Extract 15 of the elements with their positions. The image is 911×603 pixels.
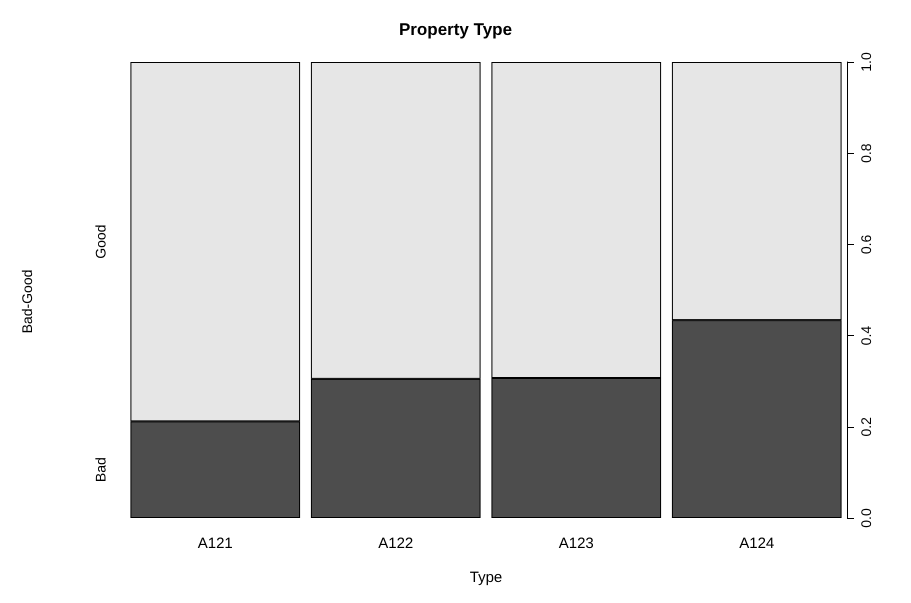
- y-tick-label: 0.0: [858, 508, 874, 528]
- y-tick-label: 0.2: [858, 416, 874, 437]
- y-tick-label: 0.8: [858, 143, 874, 163]
- text: Bad: [92, 457, 108, 482]
- text: Good: [92, 224, 108, 259]
- x-axis-title: Type: [470, 569, 502, 586]
- x-tick-label: A122: [378, 535, 414, 552]
- x-tick-label: A124: [739, 535, 774, 552]
- text: Bad-Good: [19, 270, 35, 334]
- chart-title: Property Type: [398, 20, 512, 39]
- x-tick-label: A123: [558, 535, 594, 552]
- y-tick-label: 0.6: [858, 234, 874, 254]
- y-tick-label: 1.0: [858, 52, 874, 72]
- y-tick-label: 0.4: [858, 326, 874, 346]
- x-tick-label: A121: [198, 535, 233, 552]
